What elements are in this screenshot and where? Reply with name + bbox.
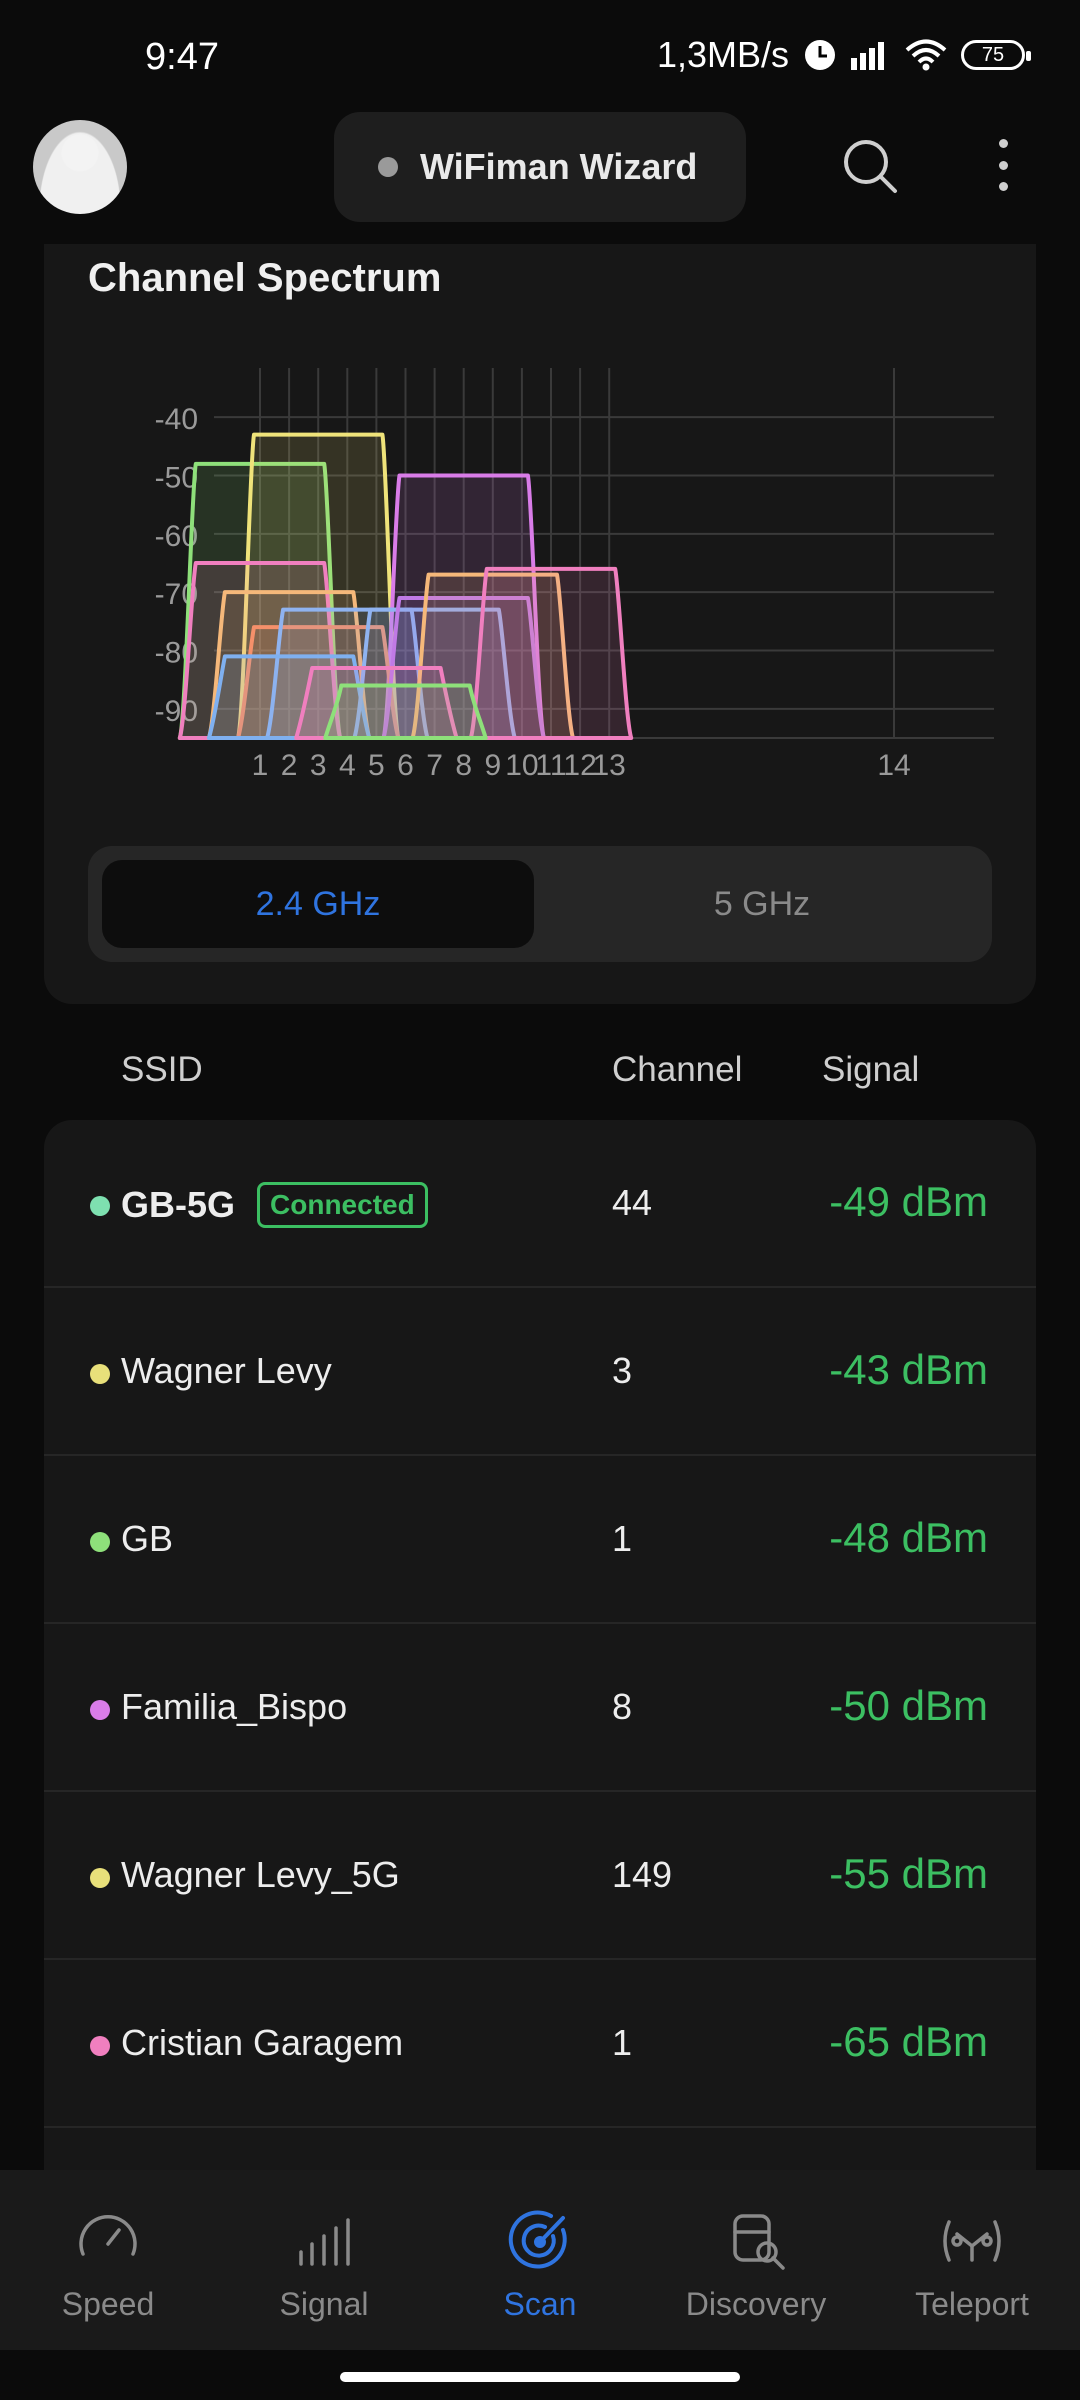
table-row[interactable]: Wagner Levy_5G 149 -55 dBm [44,1792,1036,1960]
ssid-name: Wagner Levy [121,1350,332,1391]
bottom-nav: Speed Signal Scan Discovery Teleport [0,2170,1080,2350]
ssid-name: GB [121,1518,174,1559]
channel-value: 149 [612,1854,673,1895]
signal-value: -43 dBm [829,1346,988,1393]
y-tick-label: -90 [155,695,198,728]
signal-header[interactable]: Signal [822,1050,920,1089]
connected-badge: Connected [257,1182,428,1228]
signal-value: -55 dBm [829,1850,988,1897]
nav-label: Speed [61,2286,155,2322]
nav-teleport[interactable]: Teleport [864,2170,1080,2350]
nav-label: Discovery [685,2286,827,2322]
network-color-dot [90,1700,110,1720]
wizard-label: WiFiman Wizard [420,146,698,187]
table-row[interactable]: Wagner Levy 3 -43 dBm [44,1288,1036,1456]
band-selector: 2.4 GHz 5 GHz [88,846,992,962]
x-tick-label: 10 [505,749,538,782]
y-tick-label: -40 [155,403,198,436]
network-speed: 1,3MB/s [656,34,789,75]
channel-curve [468,566,634,740]
network-color-dot [90,1364,110,1384]
ssid-name: Wagner Levy_5G [121,1854,400,1895]
x-tick-label: 4 [339,749,356,782]
band-5ghz-tab[interactable]: 5 GHz [713,884,811,923]
x-tick-label: 6 [397,749,414,782]
more-options-icon[interactable] [985,135,1021,195]
wifi-icon [905,39,947,71]
x-tick-label: 12 [563,749,596,782]
status-bar: 9:47 1,3MB/s 75 [0,0,1080,110]
nav-speed[interactable]: Speed [0,2170,216,2350]
device-search-icon [733,2214,785,2270]
channel-curve [410,572,575,740]
nav-signal[interactable]: Signal [216,2170,432,2350]
x-tick-label: 3 [310,749,327,782]
channel-curve [206,654,372,740]
x-tick-label: 9 [484,749,501,782]
x-tick-label: 11 [535,749,566,782]
channel-header[interactable]: Channel [612,1050,743,1089]
channel-value: 44 [612,1182,653,1223]
x-tick-label: 2 [281,749,298,782]
battery-icon: 75 [961,40,1031,70]
wizard-button[interactable]: WiFiman Wizard [334,112,746,222]
signal-value: -50 dBm [829,1682,988,1729]
x-tick-label: 5 [368,749,385,782]
alarm-icon [805,40,835,70]
status-icons: 1,3MB/s 75 [656,34,1031,76]
channel-curve [323,683,488,740]
channel-value: 8 [612,1686,633,1727]
table-row[interactable]: GB 1 -48 dBm [44,1456,1036,1624]
x-tick-label: 1 [252,749,269,782]
signal-value: -48 dBm [829,1514,988,1561]
network-color-dot [90,1196,110,1216]
table-row[interactable]: GB-5G Connected 44 -49 dBm [44,1120,1036,1288]
ssid-name: Cristian Garagem [121,2022,404,2063]
band-2-4ghz-tab[interactable]: 2.4 GHz [102,860,534,948]
table-header: SSID Channel Signal [0,1040,1080,1110]
status-time: 9:47 [145,36,219,78]
nav-label: Signal [279,2286,369,2322]
avatar[interactable] [33,120,127,214]
search-icon[interactable] [840,136,900,196]
speedometer-icon [79,2215,137,2256]
teleport-icon [943,2220,1001,2262]
network-list: GB-5G Connected 44 -49 dBm Wagner Levy 3 … [44,1120,1036,2170]
nav-label: Teleport [915,2286,1029,2322]
cell-signal-icon [851,42,884,70]
channel-spectrum-card: Channel Spectrum -40 -50 -60 -70 -80 -90 1 2 3 4 5… [44,244,1036,1004]
signal-value: -65 dBm [829,2018,988,2065]
y-tick-label: -50 [155,462,198,495]
table-row[interactable] [44,2128,1036,2170]
x-tick-label: 8 [455,749,472,782]
table-row[interactable]: Cristian Garagem 1 -65 dBm [44,1960,1036,2128]
network-color-dot [90,2036,110,2056]
x-tick-label: 13 [593,749,626,782]
ssid-name: GB-5G [121,1184,236,1225]
channel-value: 1 [612,1518,633,1559]
ssid-name: Familia_Bispo [121,1686,348,1727]
x-tick-label: 14 [877,749,910,782]
channel-value: 3 [612,1350,633,1391]
radar-icon [508,2210,567,2269]
nav-label: Scan [503,2286,577,2322]
x-tick-label: 7 [426,749,443,782]
network-color-dot [90,1532,110,1552]
signal-bars-icon [299,2218,350,2266]
home-indicator [340,2372,740,2382]
network-color-dot [90,1868,110,1888]
signal-value: -49 dBm [829,1178,988,1225]
status-dot-icon [378,157,398,177]
channel-value: 1 [612,2022,633,2063]
nav-scan[interactable]: Scan [432,2170,648,2350]
app-bar: WiFiman Wizard [0,110,1080,240]
nav-discovery[interactable]: Discovery [648,2170,864,2350]
ssid-header[interactable]: SSID [121,1050,203,1089]
table-row[interactable]: Familia_Bispo 8 -50 dBm [44,1624,1036,1792]
card-title: Channel Spectrum [88,256,442,300]
